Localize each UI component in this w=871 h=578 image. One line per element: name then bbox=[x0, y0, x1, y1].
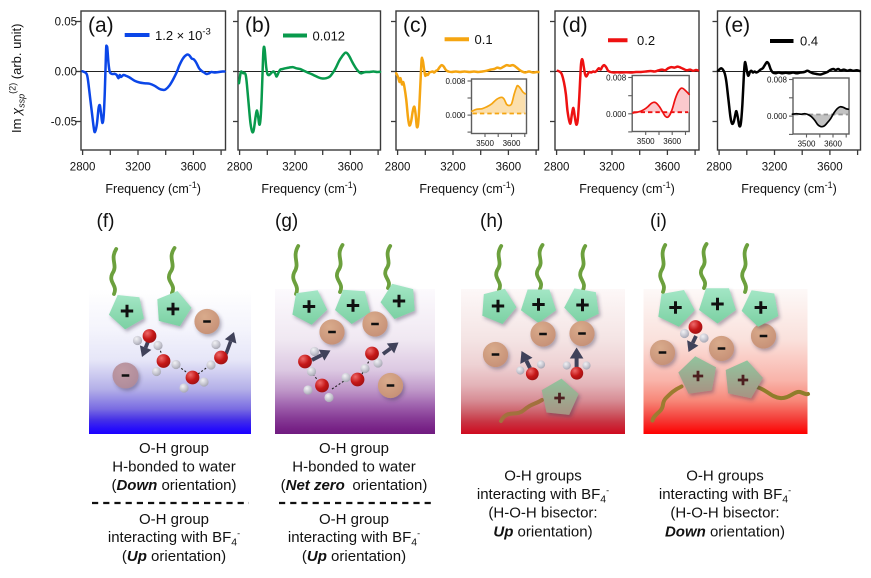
svg-text:2800: 2800 bbox=[544, 162, 570, 174]
svg-text:O-H groups: O-H groups bbox=[504, 468, 582, 485]
svg-text:2800: 2800 bbox=[706, 162, 732, 174]
svg-text:3600: 3600 bbox=[824, 140, 842, 149]
svg-text:Frequency (cm-1): Frequency (cm-1) bbox=[419, 180, 515, 196]
svg-text:(c): (c) bbox=[403, 14, 428, 37]
svg-text:interacting with BF4-: interacting with BF4- bbox=[288, 529, 420, 549]
svg-text:3600: 3600 bbox=[817, 162, 843, 174]
svg-text:Up orientation): Up orientation) bbox=[493, 524, 592, 541]
svg-text:3500: 3500 bbox=[637, 137, 655, 146]
svg-text:0.000: 0.000 bbox=[767, 112, 788, 121]
svg-text:3600: 3600 bbox=[338, 162, 364, 174]
svg-text:interacting with BF4-: interacting with BF4- bbox=[659, 486, 791, 506]
svg-text:O-H groups: O-H groups bbox=[686, 468, 764, 485]
svg-text:3600: 3600 bbox=[181, 162, 207, 174]
svg-text:-0.05: -0.05 bbox=[51, 117, 77, 129]
svg-text:0.008: 0.008 bbox=[606, 74, 627, 83]
svg-text:(H-O-H bisector:: (H-O-H bisector: bbox=[670, 505, 779, 522]
svg-text:O-H group: O-H group bbox=[319, 440, 389, 457]
svg-text:3200: 3200 bbox=[282, 162, 308, 174]
svg-text:2800: 2800 bbox=[385, 162, 411, 174]
svg-text:Im χssp(2) (arb. unit): Im χssp(2) (arb. unit) bbox=[8, 24, 27, 133]
svg-text:0.000: 0.000 bbox=[606, 110, 627, 119]
svg-text:Down orientation): Down orientation) bbox=[665, 524, 785, 541]
svg-text:(g): (g) bbox=[275, 211, 298, 232]
svg-text:(d): (d) bbox=[562, 14, 588, 37]
svg-text:Frequency (cm-1): Frequency (cm-1) bbox=[741, 180, 837, 196]
svg-text:0.05: 0.05 bbox=[55, 17, 77, 29]
svg-text:(e): (e) bbox=[725, 14, 751, 37]
svg-text:0.000: 0.000 bbox=[445, 111, 466, 120]
svg-text:0.012: 0.012 bbox=[313, 29, 346, 44]
svg-text:0.008: 0.008 bbox=[767, 76, 788, 85]
svg-text:(a): (a) bbox=[88, 14, 114, 37]
svg-text:(Net zero orientation): (Net zero orientation) bbox=[281, 477, 428, 494]
svg-text:(Up orientation): (Up orientation) bbox=[122, 548, 226, 565]
svg-text:1.2 × 10-3: 1.2 × 10-3 bbox=[155, 27, 211, 44]
svg-text:Frequency (cm-1): Frequency (cm-1) bbox=[261, 180, 357, 196]
svg-text:(Up orientation): (Up orientation) bbox=[302, 548, 406, 565]
svg-text:3500: 3500 bbox=[476, 139, 494, 148]
svg-text:O-H group: O-H group bbox=[139, 440, 209, 457]
svg-text:(Down orientation): (Down orientation) bbox=[111, 477, 236, 494]
svg-text:O-H group: O-H group bbox=[319, 511, 389, 528]
svg-text:3200: 3200 bbox=[440, 162, 466, 174]
svg-text:(f): (f) bbox=[97, 211, 115, 232]
svg-text:(H-O-H bisector:: (H-O-H bisector: bbox=[488, 505, 597, 522]
svg-text:0.2: 0.2 bbox=[637, 33, 655, 48]
svg-text:O-H group: O-H group bbox=[139, 511, 209, 528]
svg-text:H-bonded to water: H-bonded to water bbox=[292, 459, 415, 476]
svg-text:3600: 3600 bbox=[663, 137, 681, 146]
svg-text:0.4: 0.4 bbox=[800, 34, 818, 49]
svg-text:Frequency (cm-1): Frequency (cm-1) bbox=[579, 180, 675, 196]
svg-text:interacting with BF4-: interacting with BF4- bbox=[108, 529, 240, 549]
svg-text:3500: 3500 bbox=[798, 140, 816, 149]
svg-text:0.00: 0.00 bbox=[55, 67, 77, 79]
svg-text:(i): (i) bbox=[650, 211, 667, 232]
svg-text:(b): (b) bbox=[245, 14, 271, 37]
svg-text:0.008: 0.008 bbox=[445, 77, 466, 86]
svg-text:0.1: 0.1 bbox=[475, 32, 493, 47]
svg-text:(h): (h) bbox=[480, 211, 503, 232]
svg-text:3600: 3600 bbox=[655, 162, 681, 174]
svg-text:3200: 3200 bbox=[599, 162, 625, 174]
svg-text:3600: 3600 bbox=[503, 139, 521, 148]
svg-text:H-bonded to water: H-bonded to water bbox=[112, 459, 235, 476]
svg-text:Frequency (cm-1): Frequency (cm-1) bbox=[105, 180, 201, 196]
svg-text:interacting with BF4-: interacting with BF4- bbox=[477, 486, 609, 506]
svg-text:2800: 2800 bbox=[70, 162, 96, 174]
svg-text:3200: 3200 bbox=[125, 162, 151, 174]
svg-text:3600: 3600 bbox=[496, 162, 522, 174]
svg-text:3200: 3200 bbox=[762, 162, 788, 174]
svg-text:2800: 2800 bbox=[227, 162, 253, 174]
